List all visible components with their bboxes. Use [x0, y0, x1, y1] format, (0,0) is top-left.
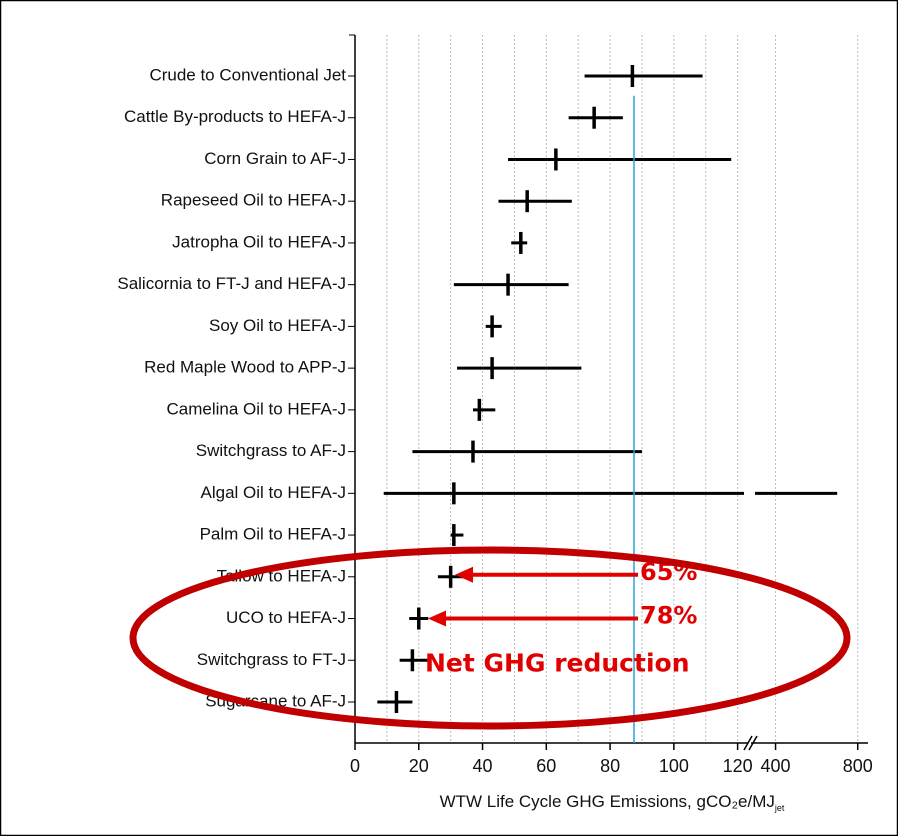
arrow-head	[428, 610, 446, 627]
category-label: Jatropha Oil to HEFA-J	[172, 232, 346, 251]
category-label: Palm Oil to HEFA-J	[200, 525, 346, 544]
category-label: UCO to HEFA-J	[226, 608, 346, 627]
marks	[377, 65, 838, 713]
x-tick-label: 120	[723, 756, 753, 776]
annotation: 78%	[640, 602, 697, 630]
category-label: Cattle By-products to HEFA-J	[124, 107, 346, 126]
category-label: Crude to Conventional Jet	[149, 65, 346, 84]
category-label: Algal Oil to HEFA-J	[201, 483, 347, 502]
category-label: Switchgrass to FT-J	[197, 650, 346, 669]
x-axis-label-main: WTW Life Cycle GHG Emissions, gCO₂e/MJ	[440, 792, 775, 811]
category-label: Soy Oil to HEFA-J	[209, 316, 346, 335]
x-axis-label: WTW Life Cycle GHG Emissions, gCO₂e/MJje…	[440, 792, 785, 813]
category-label: Salicornia to FT-J and HEFA-J	[117, 274, 346, 293]
x-axis-label-sub: jet	[774, 803, 785, 813]
annotation: Net GHG reduction	[425, 648, 690, 677]
x-tick-label: 400	[761, 756, 791, 776]
category-label: Red Maple Wood to APP-J	[144, 358, 346, 377]
axis-break	[743, 735, 753, 751]
x-tick-label: 20	[409, 756, 429, 776]
arrow-head	[455, 566, 473, 583]
category-label: Corn Grain to AF-J	[204, 149, 346, 168]
x-tick-label: 800	[843, 756, 873, 776]
category-label: Camelina Oil to HEFA-J	[167, 399, 347, 418]
x-tick-label: 100	[659, 756, 689, 776]
axis-break	[748, 735, 758, 751]
highlight-ellipse	[129, 546, 851, 730]
x-tick-label: 0	[350, 756, 360, 776]
category-label: Rapeseed Oil to HEFA-J	[161, 191, 346, 210]
x-tick-label: 40	[473, 756, 493, 776]
category-label: Switchgrass to AF-J	[196, 441, 346, 460]
x-tick-label: 80	[600, 756, 620, 776]
category-label: Sugarcane to AF-J	[205, 691, 346, 710]
x-tick-label: 60	[536, 756, 556, 776]
